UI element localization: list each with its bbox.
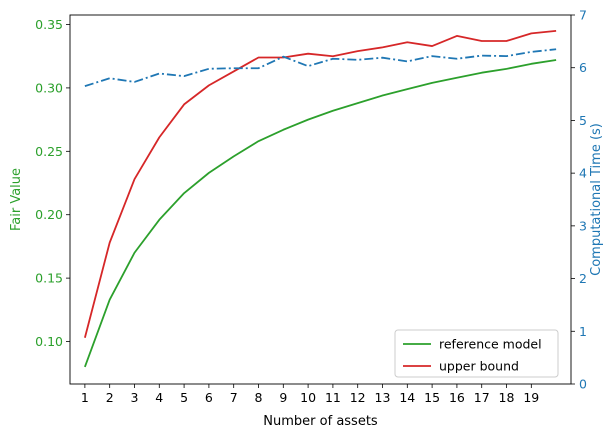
x-tick-label: 8 <box>255 390 263 405</box>
x-tick-label: 16 <box>449 390 465 405</box>
x-axis-label: Number of assets <box>263 414 378 429</box>
legend-label: reference model <box>439 337 542 352</box>
x-tick-label: 18 <box>499 390 515 405</box>
y-right-tick-label: 2 <box>579 271 587 286</box>
series-line-reference-model <box>84 59 557 368</box>
x-tick-label: 13 <box>375 390 391 405</box>
y-right-tick-label: 5 <box>579 113 587 128</box>
series-line-computational-time <box>84 48 557 88</box>
x-tick-label: 2 <box>106 390 114 405</box>
x-tick-label: 12 <box>350 390 366 405</box>
y-left-tick-label: 0.35 <box>35 17 63 32</box>
y-left-tick-label: 0.20 <box>35 207 63 222</box>
y-left-axis-label: Fair Value <box>9 168 24 231</box>
plot-frame <box>69 14 572 385</box>
y-right-tick-label: 1 <box>579 324 587 339</box>
legend-box <box>394 329 559 378</box>
y-right-tick-label: 0 <box>579 377 587 392</box>
y-left-tick-label: 0.10 <box>35 334 63 349</box>
x-tick-label: 1 <box>81 390 89 405</box>
series-line-upper-bound <box>84 29 557 338</box>
x-tick-label: 15 <box>424 390 440 405</box>
x-tick-label: 17 <box>474 390 490 405</box>
x-tick-label: 10 <box>300 390 316 405</box>
x-tick-label: 19 <box>523 390 539 405</box>
y-right-axis-label: Computational Time (s) <box>589 123 604 276</box>
y-right-tick-label: 7 <box>579 8 587 23</box>
x-tick-label: 14 <box>399 390 415 405</box>
legend-label: upper bound <box>439 359 519 374</box>
y-left-tick-label: 0.15 <box>35 271 63 286</box>
x-tick-label: 4 <box>155 390 163 405</box>
x-tick-label: 9 <box>279 390 287 405</box>
x-tick-label: 7 <box>230 390 238 405</box>
x-tick-label: 5 <box>180 390 188 405</box>
y-right-tick-label: 4 <box>579 166 587 181</box>
y-left-tick-label: 0.30 <box>35 80 63 95</box>
x-tick-label: 3 <box>131 390 139 405</box>
y-right-tick-label: 6 <box>579 60 587 75</box>
x-tick-label: 11 <box>325 390 341 405</box>
y-right-tick-label: 3 <box>579 218 587 233</box>
x-tick-label: 6 <box>205 390 213 405</box>
y-left-tick-label: 0.25 <box>35 144 63 159</box>
